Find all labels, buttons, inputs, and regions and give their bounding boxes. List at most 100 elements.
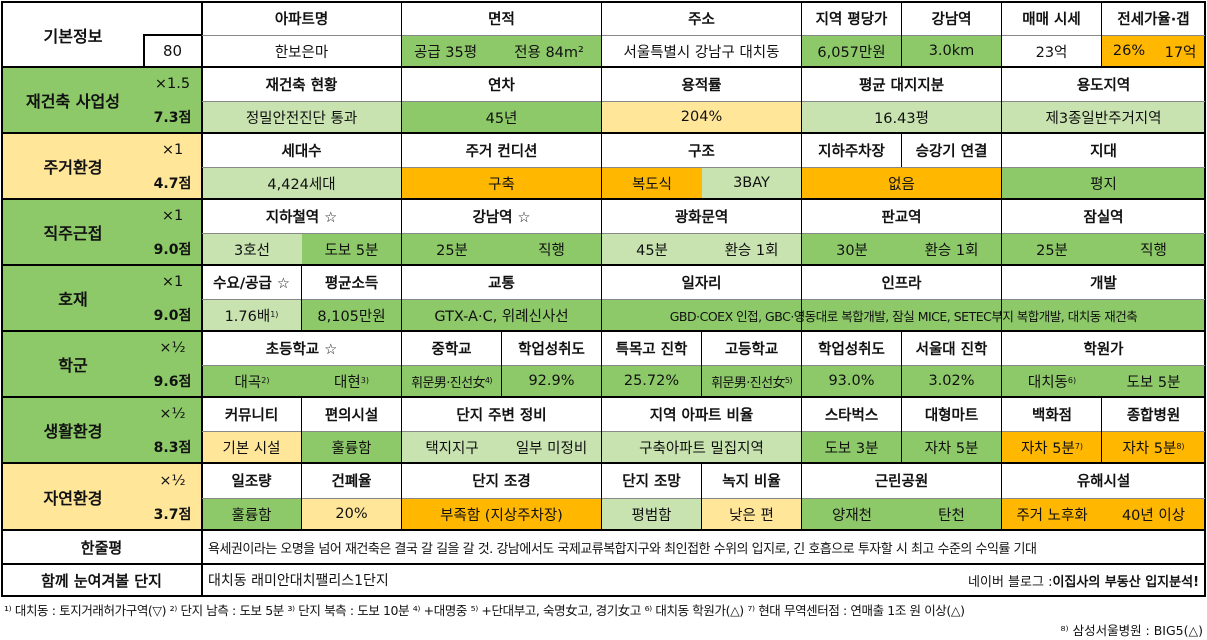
pangyo-time-value: 30분	[802, 233, 902, 265]
gwanghwamun-mode-value: 환승 1회	[702, 233, 801, 265]
header-surroundings: 단지 주변 정비	[456, 407, 547, 424]
blog-name: 이집사의 부동산 입지분석!	[1052, 574, 1199, 590]
related-label: 함께 눈여겨볼 단지	[41, 571, 162, 590]
header-gangnam-distance: 강남역	[931, 12, 972, 28]
header-demand-supply: 수요/공급 ☆	[213, 275, 290, 292]
gangnam-distance-value: 3.0km	[902, 35, 1001, 67]
rebuild-score: 7.3점	[144, 101, 201, 133]
traffic-value: GTX-A·C, 위례신사선	[402, 299, 601, 331]
header-subway: 지하철역 ☆	[265, 209, 338, 226]
apt-ratio-value: 구축아파트 밀집지역	[602, 431, 801, 463]
income-value: 8,105만원	[302, 299, 401, 331]
special-school-value: 25.72%	[602, 365, 701, 397]
terrain-value: 평지	[1002, 167, 1205, 199]
households-value: 4,424세대	[202, 167, 401, 199]
header-elementary: 초등학교 ☆	[265, 341, 338, 358]
header-middle: 중학교	[431, 341, 472, 358]
header-mart: 대형마트	[924, 407, 979, 424]
header-green-ratio: 녹지 비율	[722, 474, 781, 490]
living-label: 주거환경	[2, 133, 144, 199]
header-far: 용적률	[681, 77, 722, 94]
header-starbucks: 스타벅스	[824, 407, 879, 424]
header-infra: 인프라	[881, 275, 922, 292]
benefit-multiplier: ×1	[144, 265, 201, 299]
header-apt-name: 아파트명	[274, 12, 329, 28]
age-value: 45년	[402, 101, 601, 133]
nature-score: 3.7점	[144, 498, 201, 530]
corridor-value: 복도식	[602, 167, 702, 199]
nature-multiplier: ×½	[144, 463, 201, 498]
gwanghwamun-time-value: 45분	[602, 233, 702, 265]
life-score: 8.3점	[144, 431, 201, 463]
middle-school-value: 휘문男·진선女 4)	[402, 365, 501, 397]
header-sunlight: 일조량	[231, 474, 272, 490]
header-hazard: 유해시설	[1076, 474, 1131, 490]
apt-name-value: 한보은마	[274, 44, 329, 61]
sale-price-value: 23억	[1035, 44, 1068, 61]
header-landscape: 단지 조경	[472, 474, 531, 490]
header-pangyo: 판교역	[881, 209, 922, 226]
gangnam-time-value: 25분	[402, 233, 502, 265]
land-share-value: 16.43평	[802, 101, 1001, 133]
snu-value: 3.02%	[902, 365, 1001, 397]
living-score: 4.7점	[144, 167, 201, 199]
benefit-label: 호재	[2, 265, 144, 331]
header-age: 연차	[488, 77, 515, 94]
hospital-value: 자차 5분 8)	[1102, 431, 1205, 463]
header-apt-ratio: 지역 아파트 비율	[649, 407, 754, 424]
summary-label: 한줄평	[80, 538, 123, 557]
gangnam-mode-value: 직행	[502, 233, 601, 265]
header-jeonse-gap: 전세가율·갭	[1117, 12, 1190, 28]
subway-walk-value: 도보 5분	[302, 233, 401, 265]
header-income: 평균소득	[324, 275, 379, 292]
green-ratio-value: 낮은 편	[702, 498, 801, 530]
header-high-achievement: 학업성취도	[818, 341, 885, 358]
view-value: 평범함	[602, 498, 701, 530]
middle-achievement-value: 92.9%	[502, 365, 601, 397]
jeonse-rate-value: 26%	[1102, 35, 1156, 67]
elementary-2-value: 대현 3)	[302, 365, 401, 397]
summary-text: 욕세권이라는 오명을 넘어 재건축은 결국 갈 길을 갈 것. 강남에서도 국제…	[208, 541, 1037, 557]
area-supply-value: 공급 35평	[402, 35, 497, 67]
header-department-store: 백화점	[1031, 407, 1073, 424]
header-structure: 구조	[688, 143, 715, 160]
demand-supply-value: 1.76배 1)	[202, 299, 301, 331]
far-value: 204%	[602, 101, 801, 133]
area-exclusive-value: 전용 84m²	[497, 35, 601, 67]
academy-walk-value: 도보 5분	[1102, 365, 1205, 397]
header-region-price: 지역 평당가	[815, 12, 888, 28]
header-community: 커뮤니티	[224, 407, 279, 424]
header-middle-achievement: 학업성취도	[518, 341, 585, 358]
header-convenience: 편의시설	[324, 407, 379, 424]
elementary-1-value: 대곡 2)	[202, 365, 302, 397]
rebuild-status-value: 정밀안전진단 통과	[202, 101, 401, 133]
header-gangnam-station: 강남역 ☆	[472, 209, 531, 226]
condition-value: 구축	[402, 167, 601, 199]
header-academy: 학원가	[1083, 341, 1124, 358]
surroundings-2-value: 일부 미정비	[502, 431, 601, 463]
high-school-value: 휘문男·진선女 5)	[702, 365, 801, 397]
school-label: 학군	[2, 331, 144, 397]
landscape-value: 부족함 (지상주차장)	[402, 498, 601, 530]
header-hospital: 종합병원	[1126, 407, 1181, 424]
header-bcr: 건폐율	[331, 474, 372, 490]
header-zoning: 용도지역	[1076, 77, 1131, 94]
header-land-share: 평균 대지지분	[858, 77, 945, 94]
department-store-value: 자차 5분 7)	[1002, 431, 1102, 463]
related-complex: 대치동 래미안대치팰리스1단지	[208, 573, 389, 589]
header-sale-price: 매매 시세	[1022, 12, 1081, 28]
header-jamsil: 잠실역	[1083, 209, 1124, 226]
header-area: 면적	[488, 12, 515, 28]
school-score: 9.6점	[144, 365, 201, 397]
parking-value: 없음	[802, 167, 1001, 199]
academy-value: 대치동 6)	[1002, 365, 1102, 397]
school-multiplier: ×½	[144, 331, 201, 365]
header-development: 개발	[1090, 275, 1117, 292]
header-jobs: 일자리	[681, 275, 722, 292]
jamsil-time-value: 25분	[1002, 233, 1102, 265]
header-snu: 서울대 진학	[915, 341, 988, 358]
header-address: 주소	[688, 12, 715, 28]
footnote-line-2: ⁸⁾ 삼성서울병원 : BIG5(△)	[1060, 623, 1203, 638]
development-value: GBD·COEX 인접, GBC·영동대로 복합개발, 잠실 MICE, SET…	[602, 299, 1205, 331]
